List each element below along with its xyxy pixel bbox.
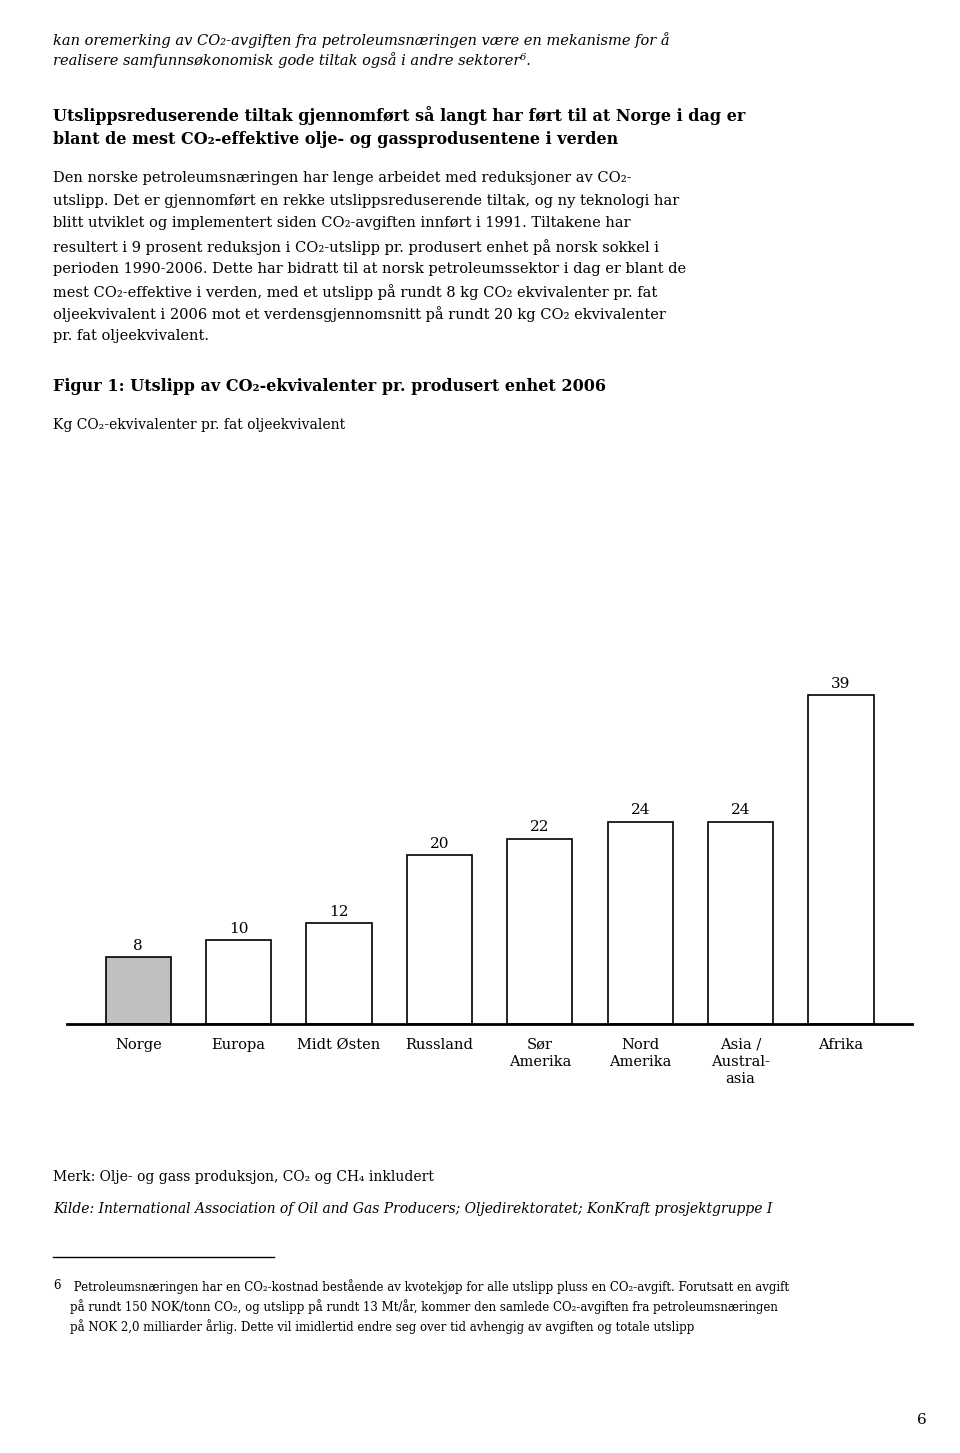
Text: Den norske petroleumsnæringen har lenge arbeidet med reduksjoner av CO₂-: Den norske petroleumsnæringen har lenge … — [53, 171, 632, 186]
Text: 20: 20 — [430, 837, 449, 851]
Bar — [507, 838, 572, 1024]
Text: utslipp. Det er gjennomført en rekke utslippsreduserende tiltak, og ny teknologi: utslipp. Det er gjennomført en rekke uts… — [53, 195, 679, 208]
Text: 22: 22 — [530, 821, 549, 834]
Text: Utslippsreduserende tiltak gjennomført så langt har ført til at Norge i dag er: Utslippsreduserende tiltak gjennomført s… — [53, 106, 745, 125]
Text: Figur 1: Utslipp av CO₂-ekvivalenter pr. produsert enhet 2006: Figur 1: Utslipp av CO₂-ekvivalenter pr.… — [53, 378, 606, 395]
Bar — [708, 821, 773, 1024]
Text: 6: 6 — [917, 1412, 926, 1427]
Text: oljeekvivalent i 2006 mot et verdensgjennomsnitt på rundt 20 kg CO₂ ekvivalenter: oljeekvivalent i 2006 mot et verdensgjen… — [53, 307, 665, 323]
Text: realisere samfunnsøkonomisk gode tiltak også i andre sektorer⁶.: realisere samfunnsøkonomisk gode tiltak … — [53, 52, 531, 68]
Bar — [206, 940, 272, 1024]
Text: 39: 39 — [831, 677, 851, 690]
Text: resultert i 9 prosent reduksjon i CO₂-utslipp pr. produsert enhet på norsk sokke: resultert i 9 prosent reduksjon i CO₂-ut… — [53, 238, 659, 254]
Text: kan oremerking av CO₂-avgiften fra petroleumsnæringen være en mekanisme for å: kan oremerking av CO₂-avgiften fra petro… — [53, 32, 669, 48]
Text: 10: 10 — [228, 921, 249, 936]
Text: 6: 6 — [53, 1279, 60, 1292]
Text: perioden 1990-2006. Dette har bidratt til at norsk petroleumssektor i dag er bla: perioden 1990-2006. Dette har bidratt ti… — [53, 262, 686, 276]
Text: blitt utviklet og implementert siden CO₂-avgiften innført i 1991. Tiltakene har: blitt utviklet og implementert siden CO₂… — [53, 216, 631, 231]
Text: Kg CO₂-ekvivalenter pr. fat oljeekvivalent: Kg CO₂-ekvivalenter pr. fat oljeekvivale… — [53, 418, 345, 433]
Text: Petroleumsnæringen har en CO₂-kostnad bestående av kvotekjøp for alle utslipp pl: Petroleumsnæringen har en CO₂-kostnad be… — [70, 1279, 789, 1334]
Text: blant de mest CO₂-effektive olje- og gassprodusentene i verden: blant de mest CO₂-effektive olje- og gas… — [53, 131, 618, 148]
Text: Merk: Olje- og gass produksjon, CO₂ og CH₄ inkludert: Merk: Olje- og gass produksjon, CO₂ og C… — [53, 1170, 434, 1184]
Bar — [106, 956, 171, 1024]
Bar — [407, 856, 472, 1024]
Text: pr. fat oljeekvivalent.: pr. fat oljeekvivalent. — [53, 330, 209, 343]
Text: 8: 8 — [133, 939, 143, 953]
Bar — [608, 821, 673, 1024]
Text: Kilde: International Association of Oil and Gas Producers; Oljedirektoratet; Kon: Kilde: International Association of Oil … — [53, 1202, 772, 1216]
Text: 24: 24 — [631, 804, 650, 818]
Bar — [306, 923, 372, 1024]
Text: 12: 12 — [329, 905, 348, 918]
Text: mest CO₂-effektive i verden, med et utslipp på rundt 8 kg CO₂ ekvivalenter pr. f: mest CO₂-effektive i verden, med et utsl… — [53, 285, 657, 299]
Text: 24: 24 — [731, 804, 751, 818]
Bar — [808, 695, 874, 1024]
